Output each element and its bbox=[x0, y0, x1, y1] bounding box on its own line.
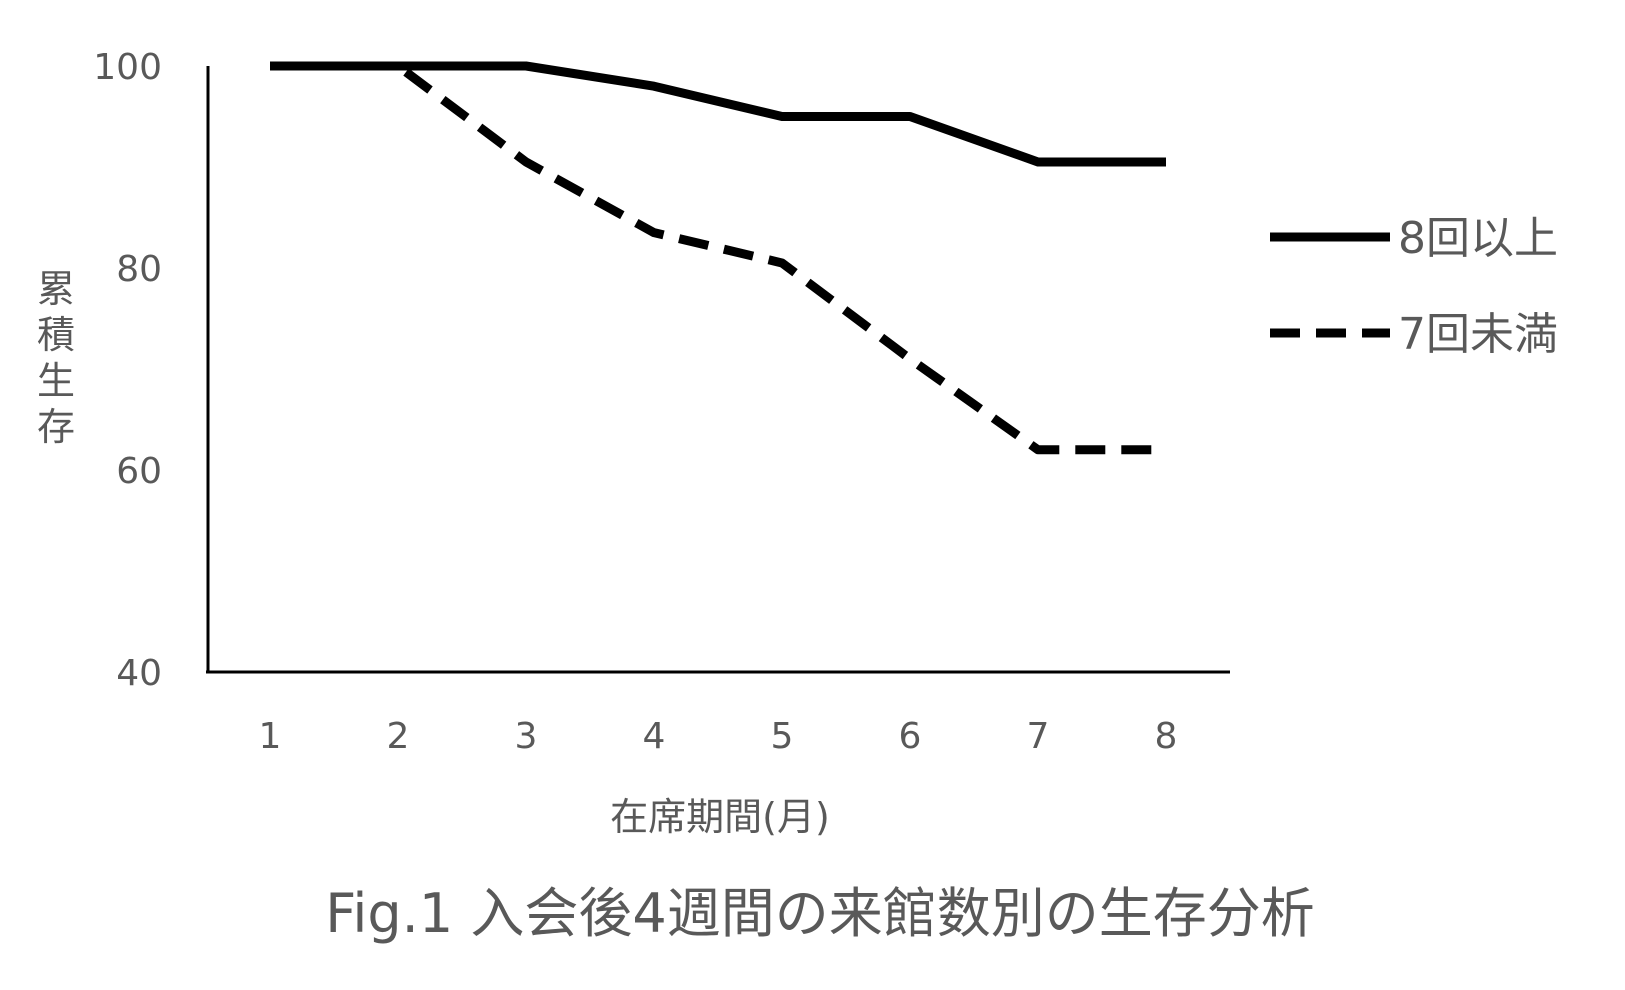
figure-caption: Fig.1 入会後4週間の来館数別の生存分析 bbox=[325, 882, 1314, 945]
y-tick-label: 80 bbox=[116, 249, 162, 290]
legend-label-1: 8回以上 bbox=[1398, 213, 1558, 264]
y-axis-title-char: 積 bbox=[37, 313, 75, 357]
x-tick-label: 1 bbox=[259, 716, 282, 757]
y-axis-title-char: 累 bbox=[37, 267, 75, 311]
x-tick-label: 5 bbox=[771, 716, 794, 757]
legend: 8回以上 7回未満 bbox=[1270, 213, 1558, 360]
y-axis-title: 累積生存 bbox=[37, 267, 75, 449]
y-tick-label: 40 bbox=[116, 653, 162, 694]
x-tick-labels: 1 2 3 4 5 6 7 8 bbox=[259, 716, 1178, 757]
y-tick-label: 60 bbox=[116, 451, 162, 492]
x-axis-title: 在席期間(月) bbox=[610, 795, 830, 839]
series-lines bbox=[270, 61, 1166, 455]
x-tick-label: 2 bbox=[387, 716, 410, 757]
series-line-1 bbox=[270, 61, 1166, 167]
x-tick-label: 8 bbox=[1155, 716, 1178, 757]
y-axis-title-char: 生 bbox=[37, 359, 75, 403]
x-tick-label: 7 bbox=[1027, 716, 1050, 757]
x-tick-label: 6 bbox=[899, 716, 922, 757]
x-tick-label: 3 bbox=[515, 716, 538, 757]
legend-label-2: 7回未満 bbox=[1398, 309, 1558, 360]
series-line-2 bbox=[270, 61, 1166, 455]
y-axis-title-char: 存 bbox=[37, 405, 75, 449]
x-tick-label: 4 bbox=[643, 716, 666, 757]
y-tick-labels: 40 60 80 100 bbox=[93, 47, 162, 694]
y-tick-label: 100 bbox=[93, 47, 162, 88]
